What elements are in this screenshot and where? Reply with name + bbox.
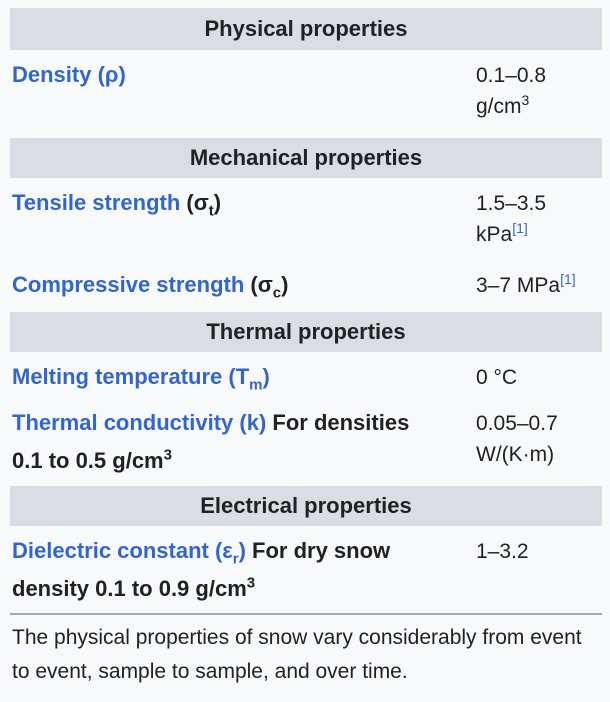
melting-temperature-link[interactable]: Melting temperature <box>12 364 223 389</box>
thermal-conductivity-link[interactable]: Thermal conductivity (k) <box>12 410 267 435</box>
tensile-strength-label: Tensile strength (σt) <box>12 190 222 220</box>
compressive-strength-link[interactable]: Compressive strength <box>12 272 245 297</box>
tensile-value-unit: kPa[1] <box>476 220 528 246</box>
dielectric-constant-label: Dielectric constant (εr) For dry snow de… <box>12 538 391 601</box>
tensile-strength-value: 1.5–3.5 kPa[1] <box>476 188 606 250</box>
section-header-physical: Physical properties <box>10 8 602 50</box>
tensile-value-range: 1.5–3.5 <box>476 192 547 215</box>
density-value-unit: g/cm3 <box>476 92 530 118</box>
density-label[interactable]: Density (ρ) <box>12 56 126 94</box>
compressive-reference-link[interactable]: [1] <box>560 271 576 287</box>
caption-divider <box>10 613 602 615</box>
conductivity-value-range: 0.05–0.7 <box>476 412 558 435</box>
dielectric-constant-link[interactable]: Dielectric constant (εr) <box>12 538 246 568</box>
section-header-thermal: Thermal properties <box>10 312 602 352</box>
section-header-mechanical: Mechanical properties <box>10 138 602 178</box>
tensile-strength-link[interactable]: Tensile strength <box>12 190 181 215</box>
infobox-caption: The physical properties of snow vary con… <box>12 626 582 683</box>
melting-temperature-value: 0 °C <box>476 366 518 389</box>
dielectric-constant-value: 1–3.2 <box>476 540 529 563</box>
thermal-conductivity-label: Thermal conductivity (k) For densities 0… <box>12 410 410 473</box>
section-header-electrical: Electrical properties <box>10 486 602 526</box>
compressive-strength-value: 3–7 MPa[1] <box>476 271 576 297</box>
density-value: 0.1–0.8 g/cm3 <box>476 60 606 122</box>
melting-temperature-label: Melting temperature (Tm) <box>12 364 270 394</box>
thermal-conductivity-value: 0.05–0.7 W/(K·m) <box>476 408 606 470</box>
tensile-reference-link[interactable]: [1] <box>512 220 528 236</box>
conductivity-value-unit: W/(K·m) <box>476 443 555 466</box>
density-link[interactable]: Density (ρ) <box>12 62 126 87</box>
density-value-range: 0.1–0.8 <box>476 64 547 87</box>
compressive-strength-label: Compressive strength (σc) <box>12 272 289 302</box>
